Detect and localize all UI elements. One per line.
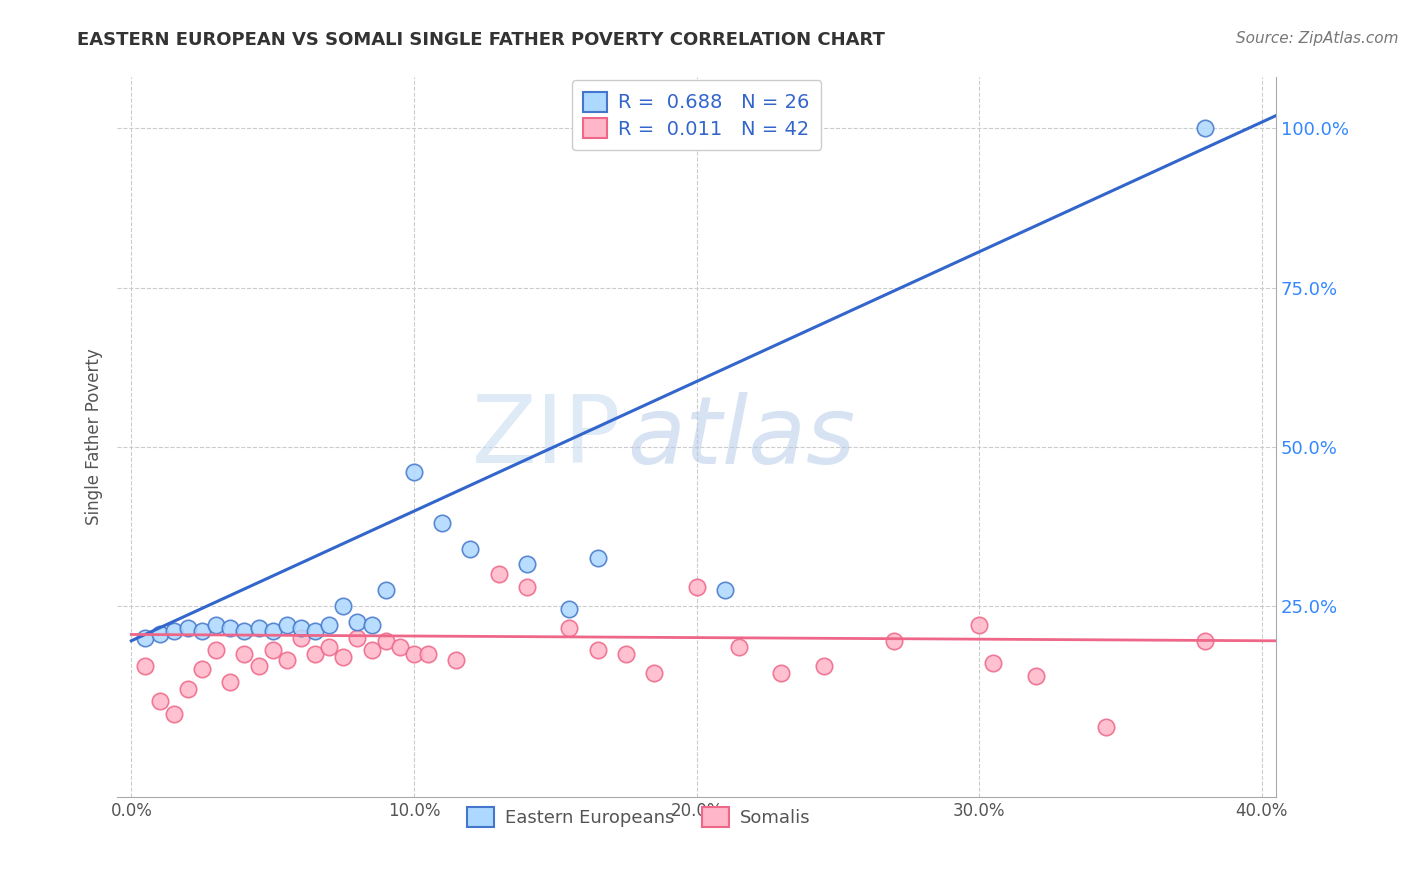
Point <box>318 618 340 632</box>
Point <box>163 624 186 639</box>
Point <box>516 558 538 572</box>
Point <box>233 624 256 639</box>
Legend: Eastern Europeans, Somalis: Eastern Europeans, Somalis <box>460 800 817 835</box>
Point <box>360 643 382 657</box>
Point <box>191 624 214 639</box>
Point <box>262 643 284 657</box>
Point <box>967 618 990 632</box>
Point <box>219 621 242 635</box>
Point <box>460 541 482 556</box>
Point <box>586 643 609 657</box>
Point <box>163 706 186 721</box>
Text: EASTERN EUROPEAN VS SOMALI SINGLE FATHER POVERTY CORRELATION CHART: EASTERN EUROPEAN VS SOMALI SINGLE FATHER… <box>77 31 886 49</box>
Point <box>374 633 396 648</box>
Point <box>205 618 228 632</box>
Point <box>177 681 200 696</box>
Text: Source: ZipAtlas.com: Source: ZipAtlas.com <box>1236 31 1399 46</box>
Point <box>714 582 737 597</box>
Point <box>346 631 368 645</box>
Point <box>416 647 439 661</box>
Point <box>332 599 354 613</box>
Point <box>614 647 637 661</box>
Text: atlas: atlas <box>627 392 855 483</box>
Point <box>332 649 354 664</box>
Point <box>813 659 835 673</box>
Point <box>360 618 382 632</box>
Point <box>1025 669 1047 683</box>
Point <box>134 659 156 673</box>
Point <box>318 640 340 655</box>
Point <box>276 618 298 632</box>
Point <box>516 580 538 594</box>
Point <box>402 647 425 661</box>
Point <box>149 694 172 708</box>
Point <box>1095 720 1118 734</box>
Point <box>728 640 751 655</box>
Point <box>219 675 242 690</box>
Point <box>276 653 298 667</box>
Point <box>134 631 156 645</box>
Point <box>1194 633 1216 648</box>
Point <box>770 665 793 680</box>
Point <box>432 516 454 530</box>
Point <box>388 640 411 655</box>
Point <box>488 566 510 581</box>
Y-axis label: Single Father Poverty: Single Father Poverty <box>86 349 103 525</box>
Point <box>883 633 905 648</box>
Point <box>205 643 228 657</box>
Point <box>558 621 581 635</box>
Point <box>290 631 312 645</box>
Point <box>149 627 172 641</box>
Point <box>304 647 326 661</box>
Point <box>290 621 312 635</box>
Point <box>304 624 326 639</box>
Point <box>1194 121 1216 136</box>
Point <box>177 621 200 635</box>
Point <box>981 656 1004 670</box>
Point <box>643 665 665 680</box>
Point <box>586 551 609 566</box>
Text: ZIP: ZIP <box>471 391 621 483</box>
Point <box>402 465 425 479</box>
Point <box>247 659 270 673</box>
Point <box>233 647 256 661</box>
Point <box>374 582 396 597</box>
Point <box>247 621 270 635</box>
Point <box>346 615 368 629</box>
Point <box>262 624 284 639</box>
Point <box>685 580 707 594</box>
Point <box>446 653 468 667</box>
Point <box>191 663 214 677</box>
Point <box>558 602 581 616</box>
